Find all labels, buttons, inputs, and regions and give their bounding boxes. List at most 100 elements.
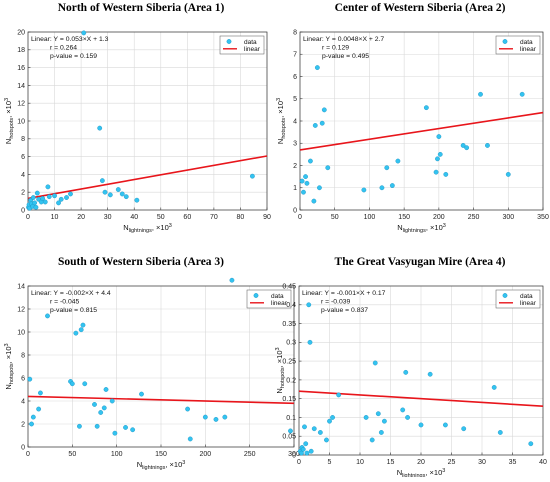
y-axis-label: Nhotspots, ×103 <box>4 98 15 144</box>
data-point <box>405 415 410 420</box>
data-point <box>302 424 307 430</box>
x-axis-label: Nlightnings, ×103 <box>397 468 446 477</box>
data-point <box>78 327 84 333</box>
legend-marker-data <box>226 39 232 44</box>
data-point <box>528 441 534 447</box>
legend-entry-data: data <box>520 293 533 300</box>
x-tick-label: 200 <box>199 451 211 458</box>
data-point <box>139 391 144 397</box>
data-point <box>327 418 332 424</box>
x-tick-label: 60 <box>183 214 191 221</box>
data-point <box>299 178 305 184</box>
data-point <box>45 313 50 319</box>
x-tick-label: 100 <box>111 451 123 458</box>
y-tick-label: 18 <box>17 47 25 54</box>
y-tick-label: 5 <box>293 96 297 103</box>
data-point <box>443 171 449 177</box>
y-tick-label: 0.4 <box>286 302 296 309</box>
data-point <box>101 405 107 411</box>
fit-annotation: r = -0.045 <box>50 299 80 306</box>
data-point <box>363 415 369 420</box>
fit-annotation: r = 0.129 <box>322 45 349 52</box>
fit-annotation: Linear: Y = 0.0048×X + 2.7 <box>303 36 384 43</box>
data-point <box>185 406 191 412</box>
x-tick-label: 0 <box>298 214 302 221</box>
x-tick-label: 50 <box>157 214 165 221</box>
data-point <box>33 204 39 210</box>
data-point <box>64 195 69 200</box>
data-point <box>301 189 306 195</box>
y-tick-label: 0 <box>293 207 297 214</box>
legend-marker-data <box>502 39 508 44</box>
x-tick-label: 50 <box>331 214 339 221</box>
data-point <box>330 415 335 420</box>
data-point <box>115 187 121 192</box>
data-point <box>130 427 136 433</box>
data-point <box>491 384 497 390</box>
chart-title: Center of Western Siberia (Area 2) <box>335 2 506 14</box>
fit-annotation: Linear: Y = -0.002×X + 4.4 <box>31 290 111 297</box>
y-tick-label: 7 <box>293 52 297 59</box>
fit-annotation: r = -0.039 <box>321 299 351 306</box>
data-point <box>299 450 304 456</box>
data-point <box>314 65 320 71</box>
y-tick-label: 2 <box>21 190 25 197</box>
data-point <box>384 165 390 171</box>
x-axis-label: Nlightnings, ×103 <box>137 460 186 471</box>
x-tick-label: 10 <box>356 459 364 466</box>
fit-annotation: p-value = 0.495 <box>322 53 369 60</box>
fit-annotation: r = 0.264 <box>50 45 77 52</box>
x-tick-label: 25 <box>448 459 456 466</box>
axes-box <box>27 31 268 211</box>
linear-fit-line <box>27 395 295 405</box>
data-point <box>437 151 443 157</box>
y-tick-label: 20 <box>17 29 25 36</box>
linear-fit-line <box>27 155 268 200</box>
fit-annotation: Linear: Y = -0.001×X + 0.17 <box>302 290 386 297</box>
axes-box <box>27 285 295 448</box>
y-tick-label: 8 <box>293 29 297 36</box>
data-point <box>119 191 125 197</box>
y-tick-label: 0.45 <box>282 283 296 290</box>
data-point <box>27 376 33 382</box>
data-point <box>400 407 406 413</box>
data-point <box>80 322 86 328</box>
y-tick-label: 0.25 <box>282 359 296 366</box>
chart-title: South of Western Siberia (Area 3) <box>58 256 224 268</box>
y-tick-label: 8 <box>21 136 25 143</box>
data-point <box>187 436 193 442</box>
data-point <box>99 178 105 184</box>
data-point <box>423 105 429 111</box>
data-point <box>222 414 228 420</box>
data-point <box>395 158 401 164</box>
data-point <box>435 156 440 162</box>
data-point <box>36 406 42 412</box>
data-point <box>213 416 219 422</box>
data-point <box>77 423 82 429</box>
data-point <box>249 173 255 179</box>
legend-entry-data: data <box>520 39 533 46</box>
chart-1: North of Western Siberia (Area 1)0 10 20 30… <box>4 2 271 234</box>
data-point <box>34 190 40 196</box>
fit-annotation: p-value = 0.159 <box>50 53 97 60</box>
y-tick-label: 14 <box>17 83 25 90</box>
data-point <box>107 192 113 198</box>
data-point <box>311 426 317 432</box>
y-tick-label: 6 <box>21 375 25 382</box>
data-point <box>92 402 97 407</box>
y-tick-label: 3 <box>293 141 297 148</box>
x-tick-label: 20 <box>77 214 85 221</box>
x-tick-label: 200 <box>433 214 445 221</box>
data-point <box>375 411 381 417</box>
x-tick-label: 70 <box>210 214 218 221</box>
data-point <box>442 422 448 428</box>
x-tick-label: 250 <box>468 214 480 221</box>
data-point <box>485 143 490 148</box>
chart-2: Center of Western Siberia (Area 2)0 50 100… <box>276 2 549 234</box>
data-point <box>312 123 318 128</box>
y-axis-label: Nhotspots, ×103 <box>4 343 15 389</box>
data-point <box>102 189 108 195</box>
y-tick-label: 8 <box>21 352 25 359</box>
legend-entry-linear: linear <box>520 300 537 307</box>
y-tick-label: 0 <box>21 444 25 451</box>
